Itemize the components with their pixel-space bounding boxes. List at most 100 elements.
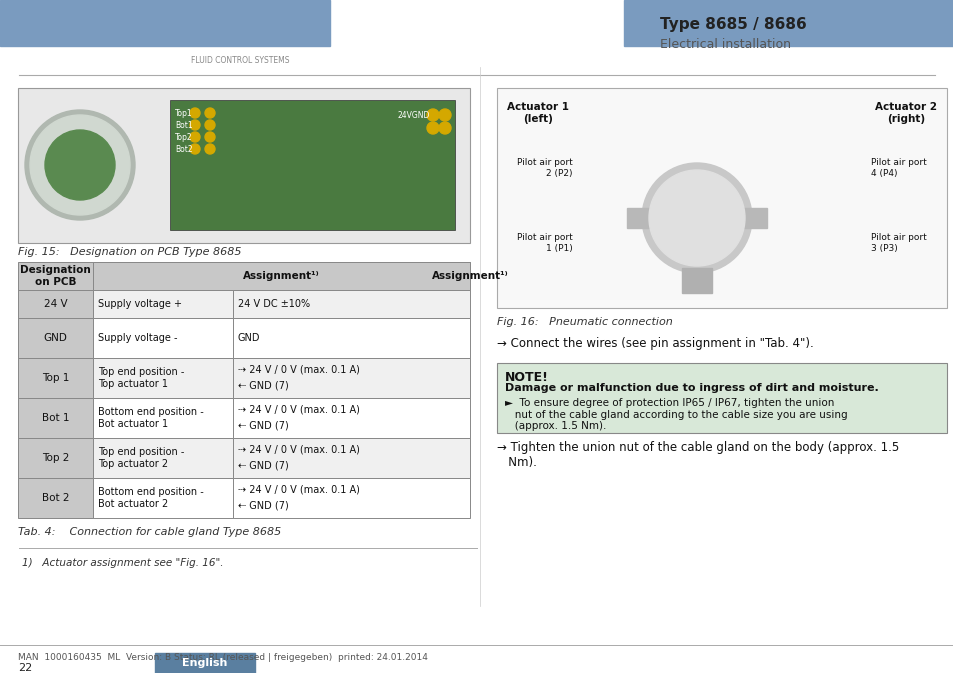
Text: 24 V: 24 V <box>44 299 68 309</box>
Circle shape <box>641 163 751 273</box>
Text: Bot 1: Bot 1 <box>42 413 70 423</box>
Text: ⇠ GND (7): ⇠ GND (7) <box>237 381 289 391</box>
Bar <box>18 438 92 478</box>
Bar <box>18 290 92 318</box>
Circle shape <box>205 144 214 154</box>
Circle shape <box>25 110 135 220</box>
Bar <box>170 100 455 230</box>
Text: Electrical installation: Electrical installation <box>659 38 790 52</box>
Text: → Tighten the union nut of the cable gland on the body (approx. 1.5
   Nm).: → Tighten the union nut of the cable gla… <box>497 441 899 469</box>
Text: FLUID CONTROL SYSTEMS: FLUID CONTROL SYSTEMS <box>191 56 289 65</box>
Bar <box>92 318 233 358</box>
Bar <box>18 358 92 398</box>
Text: Fig. 16:   Pneumatic connection: Fig. 16: Pneumatic connection <box>497 317 672 327</box>
Bar <box>92 398 233 438</box>
Text: Supply voltage -: Supply voltage - <box>98 333 177 343</box>
Text: ⇠ GND (7): ⇠ GND (7) <box>237 461 289 471</box>
Bar <box>198 26 203 30</box>
Bar <box>233 290 470 318</box>
Bar <box>233 438 470 478</box>
Circle shape <box>30 115 130 215</box>
Text: Top end position -
Top actuator 1: Top end position - Top actuator 1 <box>98 367 184 389</box>
Text: MAN  1000160435  ML  Version: B Status: RL (released | freigegeben)  printed: 24: MAN 1000160435 ML Version: B Status: RL … <box>18 653 428 662</box>
Text: Fig. 15:   Designation on PCB Type 8685: Fig. 15: Designation on PCB Type 8685 <box>18 247 241 257</box>
Circle shape <box>190 144 200 154</box>
Text: Bot2: Bot2 <box>174 145 193 153</box>
Text: Actuator 1
(left): Actuator 1 (left) <box>506 102 568 124</box>
Bar <box>18 262 470 290</box>
Bar <box>233 398 470 438</box>
Bar <box>18 88 470 243</box>
Text: Type 8685 / 8686: Type 8685 / 8686 <box>659 17 806 32</box>
Text: NOTE!: NOTE! <box>504 371 548 384</box>
Circle shape <box>427 109 438 121</box>
Text: GND: GND <box>44 333 68 343</box>
Bar <box>18 478 92 518</box>
Bar <box>154 653 254 673</box>
Text: Pilot air port
3 (P3): Pilot air port 3 (P3) <box>870 234 926 252</box>
Text: Top 2: Top 2 <box>42 453 70 463</box>
Text: Pilot air port
1 (P1): Pilot air port 1 (P1) <box>517 234 572 252</box>
Text: Assignment¹⁾: Assignment¹⁾ <box>243 271 319 281</box>
Bar <box>222 26 227 30</box>
Text: English: English <box>182 658 228 668</box>
Bar <box>92 438 233 478</box>
Text: ►  To ensure degree of protection IP65 / IP67, tighten the union
   nut of the c: ► To ensure degree of protection IP65 / … <box>504 398 846 431</box>
Bar <box>626 208 651 228</box>
Bar <box>213 26 219 30</box>
Bar <box>233 358 470 398</box>
Bar <box>92 262 470 290</box>
Circle shape <box>205 132 214 142</box>
Bar <box>18 318 92 358</box>
Bar <box>92 290 233 318</box>
Text: GND: GND <box>237 333 260 343</box>
Circle shape <box>190 132 200 142</box>
Circle shape <box>45 130 115 200</box>
Text: ⇠ GND (7): ⇠ GND (7) <box>237 501 289 511</box>
Bar <box>0 0 330 46</box>
Bar <box>92 358 233 398</box>
Circle shape <box>427 122 438 134</box>
Bar <box>497 363 946 433</box>
Text: Bot1: Bot1 <box>174 120 193 129</box>
Text: Top2: Top2 <box>174 133 193 141</box>
Text: Bot 2: Bot 2 <box>42 493 70 503</box>
Text: Pilot air port
4 (P4): Pilot air port 4 (P4) <box>870 158 926 178</box>
Circle shape <box>438 122 451 134</box>
Bar <box>497 88 946 308</box>
Text: Tab. 4:    Connection for cable gland Type 8685: Tab. 4: Connection for cable gland Type … <box>18 527 281 537</box>
Text: Top1: Top1 <box>174 108 193 118</box>
Text: ⇢ 24 V / 0 V (max. 0.1 A): ⇢ 24 V / 0 V (max. 0.1 A) <box>237 405 359 415</box>
Text: 24 V DC ±10%: 24 V DC ±10% <box>237 299 310 309</box>
Circle shape <box>205 108 214 118</box>
Text: Pilot air port
2 (P2): Pilot air port 2 (P2) <box>517 158 572 178</box>
Circle shape <box>438 109 451 121</box>
Text: Supply voltage +: Supply voltage + <box>98 299 182 309</box>
Text: 22: 22 <box>18 663 32 673</box>
Circle shape <box>190 120 200 130</box>
Text: ⇠ GND (7): ⇠ GND (7) <box>237 421 289 431</box>
Text: bürkert: bürkert <box>193 25 287 45</box>
Bar <box>230 26 234 30</box>
Bar <box>681 268 711 293</box>
Text: Bottom end position -
Bot actuator 2: Bottom end position - Bot actuator 2 <box>98 487 204 509</box>
Text: → Connect the wires (see pin assignment in "Tab. 4").: → Connect the wires (see pin assignment … <box>497 336 813 349</box>
Bar <box>92 478 233 518</box>
Bar <box>18 398 92 438</box>
Bar <box>233 478 470 518</box>
Text: 24VGND: 24VGND <box>397 110 430 120</box>
Text: ⇢ 24 V / 0 V (max. 0.1 A): ⇢ 24 V / 0 V (max. 0.1 A) <box>237 445 359 455</box>
Text: Top 1: Top 1 <box>42 373 70 383</box>
Text: Designation
on PCB: Designation on PCB <box>20 265 91 287</box>
Text: ⇢ 24 V / 0 V (max. 0.1 A): ⇢ 24 V / 0 V (max. 0.1 A) <box>237 365 359 375</box>
Text: Damage or malfunction due to ingress of dirt and moisture.: Damage or malfunction due to ingress of … <box>504 383 878 393</box>
Text: Bottom end position -
Bot actuator 1: Bottom end position - Bot actuator 1 <box>98 407 204 429</box>
Text: Actuator 2
(right): Actuator 2 (right) <box>874 102 936 124</box>
Circle shape <box>190 108 200 118</box>
Text: Top end position -
Top actuator 2: Top end position - Top actuator 2 <box>98 447 184 469</box>
Bar <box>623 0 953 46</box>
Text: 1)   Actuator assignment see "Fig. 16".: 1) Actuator assignment see "Fig. 16". <box>22 558 223 568</box>
Circle shape <box>205 120 214 130</box>
Bar <box>233 318 470 358</box>
Bar <box>206 26 211 30</box>
